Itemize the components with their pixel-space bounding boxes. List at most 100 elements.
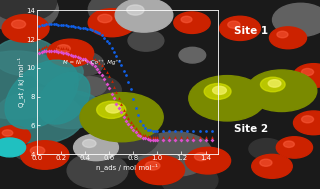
Point [145,135,150,138]
Point [104,71,109,74]
Point [56,50,61,53]
Point [56,46,61,49]
Circle shape [32,57,83,87]
Point [152,138,157,141]
Point [133,131,138,134]
Point [133,107,138,110]
Point [90,28,95,31]
Point [173,138,178,141]
Point [173,129,178,132]
Point [68,53,73,57]
Point [39,23,44,26]
Point [148,129,153,132]
Point [135,129,140,132]
Circle shape [25,87,53,104]
Point [53,50,59,53]
Circle shape [260,77,285,92]
Point [80,51,85,54]
Circle shape [36,151,64,168]
Point [209,138,214,141]
Point [138,135,143,138]
Point [119,64,124,67]
Point [58,50,63,53]
Point [185,129,190,132]
Circle shape [276,137,313,158]
Circle shape [284,141,294,147]
Point [107,42,112,45]
Point [68,25,73,28]
Circle shape [174,12,210,33]
Circle shape [14,144,42,160]
Point [109,46,114,49]
Point [203,135,208,138]
Point [152,129,157,132]
Point [191,129,196,132]
Point [75,56,80,59]
Point [138,132,143,135]
Circle shape [195,153,208,161]
Point [92,29,97,32]
Circle shape [88,9,136,37]
Point [150,135,155,138]
Point [167,135,172,138]
Circle shape [293,111,320,135]
Point [107,86,112,89]
Point [83,58,88,61]
Point [150,138,155,141]
Point [75,50,80,53]
Point [87,55,92,58]
Point [173,135,178,138]
Text: Site 1: Site 1 [234,26,268,36]
Point [56,23,61,26]
Point [143,137,148,140]
Point [161,138,166,141]
Point [119,102,124,105]
Point [133,127,138,130]
Point [99,64,104,67]
Circle shape [204,84,231,99]
Point [58,23,63,26]
Point [99,74,104,77]
Point [42,23,47,26]
Point [80,26,85,29]
Circle shape [220,16,260,40]
Point [145,128,150,131]
Circle shape [98,14,112,23]
Point [185,138,190,141]
Circle shape [145,161,160,170]
Point [209,135,214,138]
Point [94,59,100,62]
Point [66,48,71,51]
Point [121,69,126,72]
Point [37,25,42,28]
Point [197,138,202,141]
Point [44,22,49,26]
Point [124,112,129,115]
Point [102,78,107,81]
Point [78,26,83,29]
Point [63,24,68,27]
Circle shape [0,0,58,32]
Text: M = Ni⁺⁺, Co⁺⁺, Mg⁺⁺: M = Ni⁺⁺, Co⁺⁺, Mg⁺⁺ [63,59,122,64]
Point [197,135,202,138]
Circle shape [0,51,74,119]
Point [73,55,78,58]
Circle shape [21,141,69,169]
Point [49,45,54,48]
Circle shape [228,21,240,28]
Point [114,102,119,105]
Circle shape [62,52,104,76]
Point [78,50,83,53]
Point [179,135,184,138]
Circle shape [181,16,192,23]
Point [121,115,126,118]
Point [104,39,109,42]
Point [167,129,172,132]
Point [191,138,196,141]
Point [114,91,119,94]
Circle shape [0,138,26,157]
Circle shape [2,15,49,42]
Circle shape [83,139,96,147]
Point [126,122,131,125]
Circle shape [38,91,102,129]
